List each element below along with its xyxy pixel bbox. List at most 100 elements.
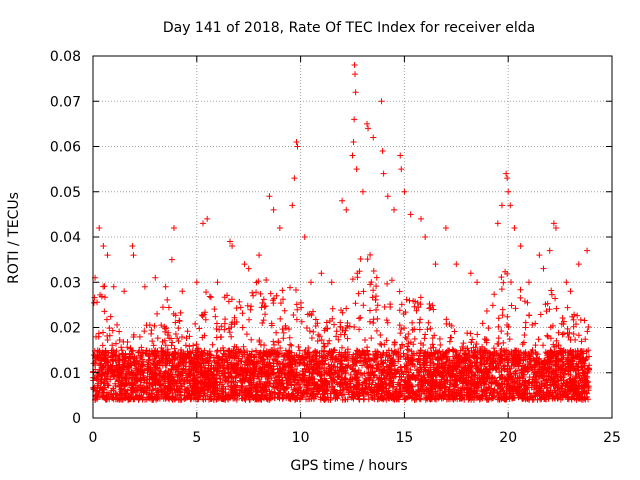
data-point (94, 396, 101, 403)
data-point (392, 388, 399, 395)
data-point (177, 309, 184, 316)
data-point (216, 394, 223, 401)
data-point (581, 395, 588, 402)
data-point (286, 359, 293, 366)
data-point (453, 389, 460, 396)
data-point (270, 338, 277, 345)
data-point (400, 350, 407, 357)
data-point (405, 347, 412, 354)
data-point (255, 278, 262, 285)
data-point (398, 301, 405, 308)
data-point (172, 319, 179, 326)
data-point (297, 299, 304, 306)
data-point (425, 319, 432, 326)
data-point (558, 356, 565, 363)
data-point (485, 372, 492, 379)
data-point (481, 360, 488, 367)
data-point (122, 357, 129, 364)
data-point (212, 313, 219, 320)
chart-title: Day 141 of 2018, Rate Of TEC Index for r… (163, 20, 535, 36)
data-point (581, 363, 588, 370)
data-point (515, 347, 522, 354)
data-point (383, 363, 390, 370)
data-point (163, 390, 170, 397)
data-point (190, 342, 197, 349)
data-point (179, 333, 186, 340)
data-point (585, 365, 592, 372)
data-point (429, 335, 436, 342)
data-point (403, 296, 410, 303)
data-point (543, 389, 550, 396)
data-point (411, 335, 418, 342)
data-point (563, 391, 570, 398)
data-point (440, 362, 447, 369)
data-point (290, 311, 297, 318)
data-point (356, 315, 363, 322)
data-point (452, 365, 459, 372)
data-point (101, 308, 108, 315)
data-point (479, 343, 486, 350)
data-point (584, 366, 591, 373)
data-point (193, 369, 200, 376)
data-point (213, 320, 220, 327)
data-point (349, 276, 356, 283)
data-point (498, 286, 505, 293)
data-point (375, 349, 382, 356)
data-point (522, 324, 529, 331)
data-point (230, 347, 237, 354)
data-point (424, 371, 431, 378)
data-point (231, 367, 238, 374)
data-point (402, 383, 409, 390)
data-point (244, 389, 251, 396)
data-point (469, 336, 476, 343)
data-point (240, 392, 247, 399)
data-point (451, 362, 458, 369)
data-point (372, 381, 379, 388)
data-point (248, 386, 255, 393)
data-point (548, 291, 555, 298)
data-point (505, 351, 512, 358)
data-point (151, 322, 158, 329)
data-point (373, 274, 380, 281)
data-point (250, 292, 257, 299)
data-point (546, 359, 553, 366)
data-point (576, 352, 583, 359)
data-point (407, 339, 414, 346)
data-point (113, 348, 120, 355)
data-point (347, 376, 354, 383)
data-point (268, 388, 275, 395)
data-point (113, 367, 120, 374)
data-point (504, 322, 511, 329)
data-point (203, 289, 210, 296)
data-point (324, 384, 331, 391)
data-point (290, 392, 297, 399)
data-point (239, 353, 246, 360)
data-point (387, 301, 394, 308)
data-point (150, 342, 157, 349)
data-point (228, 359, 235, 366)
data-point (303, 362, 310, 369)
data-point (578, 348, 585, 355)
data-point (357, 256, 364, 263)
data-point (152, 385, 159, 392)
data-point (107, 354, 114, 361)
data-point (270, 300, 277, 307)
data-point (517, 294, 524, 301)
data-point (517, 381, 524, 388)
data-point (398, 326, 405, 333)
data-point (224, 292, 231, 299)
data-point (279, 296, 286, 303)
data-point (429, 341, 436, 348)
data-point (369, 369, 376, 376)
data-point (108, 387, 115, 394)
data-point (379, 360, 386, 367)
data-point (317, 376, 324, 383)
data-point (552, 295, 559, 302)
data-point (270, 355, 277, 362)
data-point (437, 369, 444, 376)
data-point (487, 360, 494, 367)
data-point (474, 331, 481, 338)
data-point (109, 327, 116, 334)
data-point (208, 294, 215, 301)
data-point (414, 299, 421, 306)
